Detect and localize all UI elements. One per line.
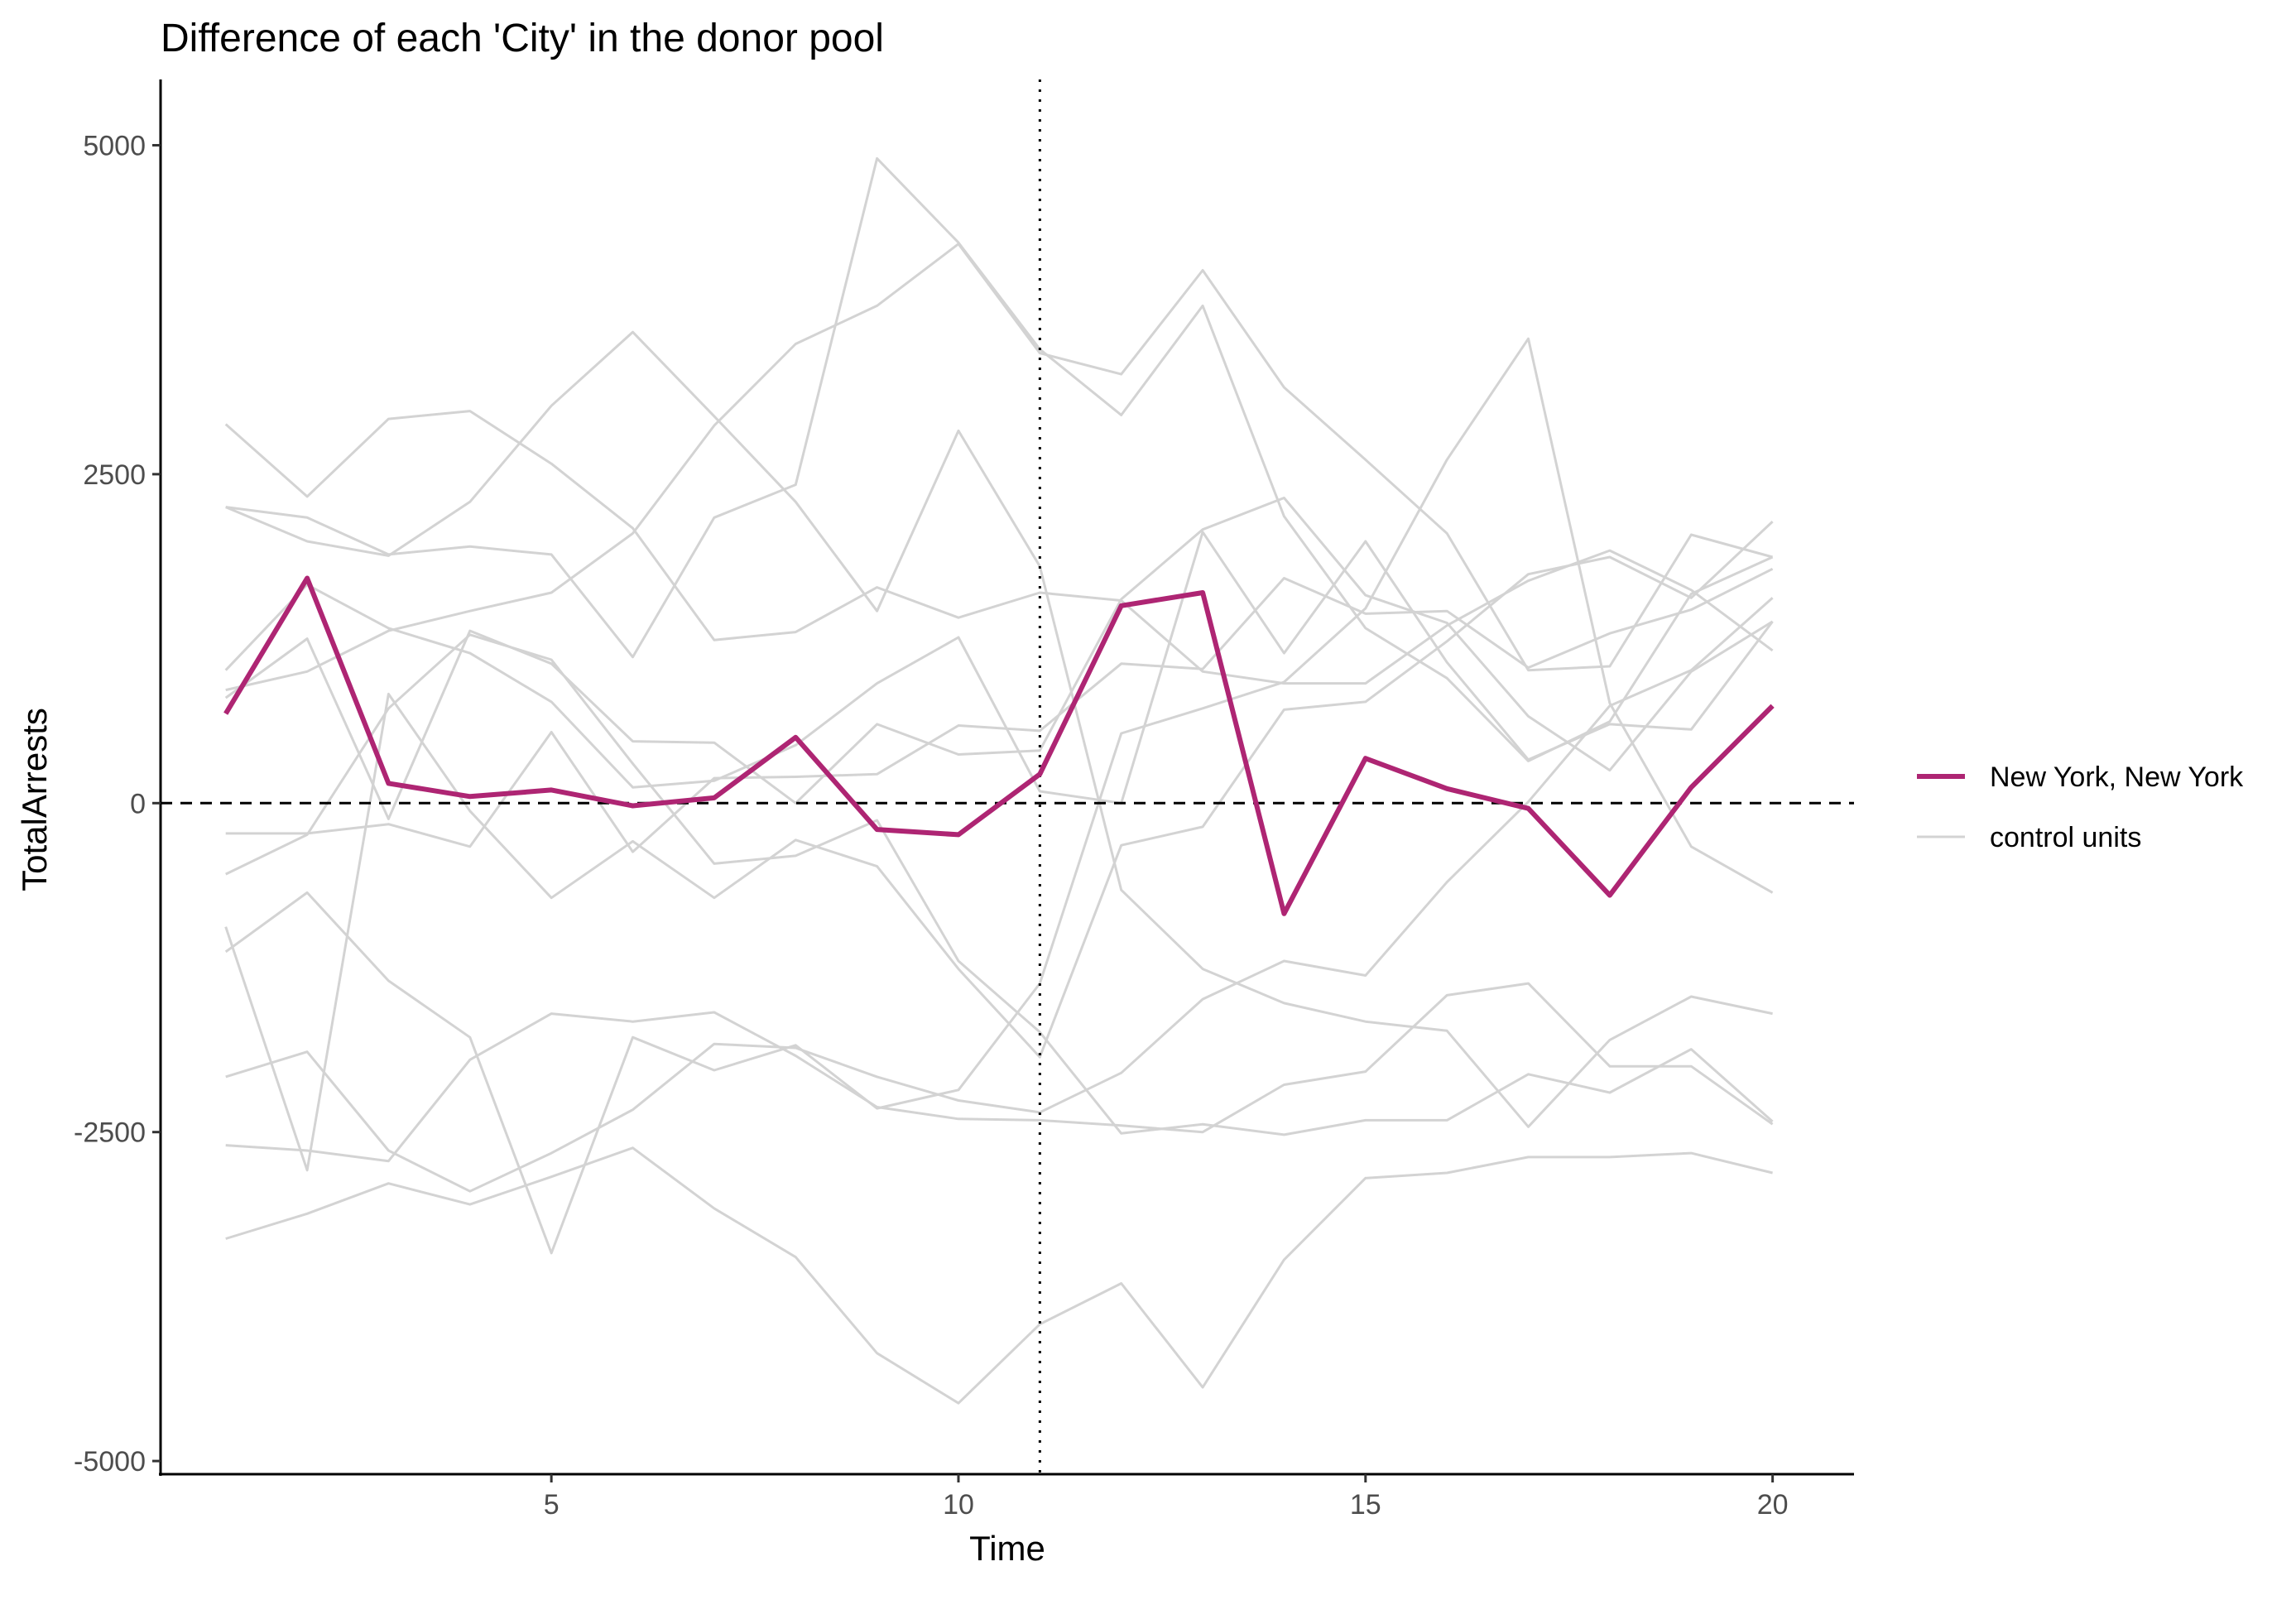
series-line-new-york <box>223 575 1775 916</box>
x-tick-label: 10 <box>943 1489 974 1521</box>
control-unit-line-10 <box>224 337 1774 1255</box>
y-axis-ticks: -5000 -2500 0 2500 5000 <box>74 130 161 1477</box>
x-axis-ticks: 5 10 15 20 <box>544 1474 1789 1521</box>
axes <box>159 79 1854 1476</box>
legend-label-treated: New York, New York <box>1990 762 2244 793</box>
y-tick-label: 0 <box>130 788 146 819</box>
control-unit-line-6 <box>225 243 1773 692</box>
x-tick-label: 20 <box>1757 1489 1789 1521</box>
control-unit-line-7 <box>225 567 1774 853</box>
y-tick-label: -2500 <box>74 1117 146 1149</box>
x-tick-label: 5 <box>544 1489 560 1521</box>
control-unit-line-4 <box>224 531 1774 805</box>
y-axis-title: TotalArrests <box>15 708 54 891</box>
control-unit-line-5 <box>224 497 1774 820</box>
control-unit-line-12 <box>225 982 1774 1163</box>
chart-title: Difference of each 'City' in the donor p… <box>161 17 884 60</box>
control-unit-line-3 <box>225 330 1773 1128</box>
control-unit-line-8 <box>225 633 1774 1136</box>
treated-series-lines <box>223 575 1775 916</box>
control-unit-lines <box>224 156 1774 1405</box>
control-unit-line-11 <box>225 597 1774 1193</box>
y-tick-label: -5000 <box>74 1446 146 1477</box>
legend-label-control: control units <box>1990 822 2141 853</box>
y-tick-label: 2500 <box>83 459 146 491</box>
control-unit-line-1 <box>224 410 1774 685</box>
control-unit-line-2 <box>225 156 1774 762</box>
control-unit-line-13 <box>225 1146 1773 1405</box>
y-tick-label: 5000 <box>83 130 146 161</box>
reference-lines <box>161 79 1854 1474</box>
x-tick-label: 15 <box>1350 1489 1381 1521</box>
control-unit-line-9 <box>224 521 1774 1172</box>
x-axis-title: Time <box>969 1529 1045 1568</box>
legend: New York, New York control units <box>1917 762 2244 853</box>
